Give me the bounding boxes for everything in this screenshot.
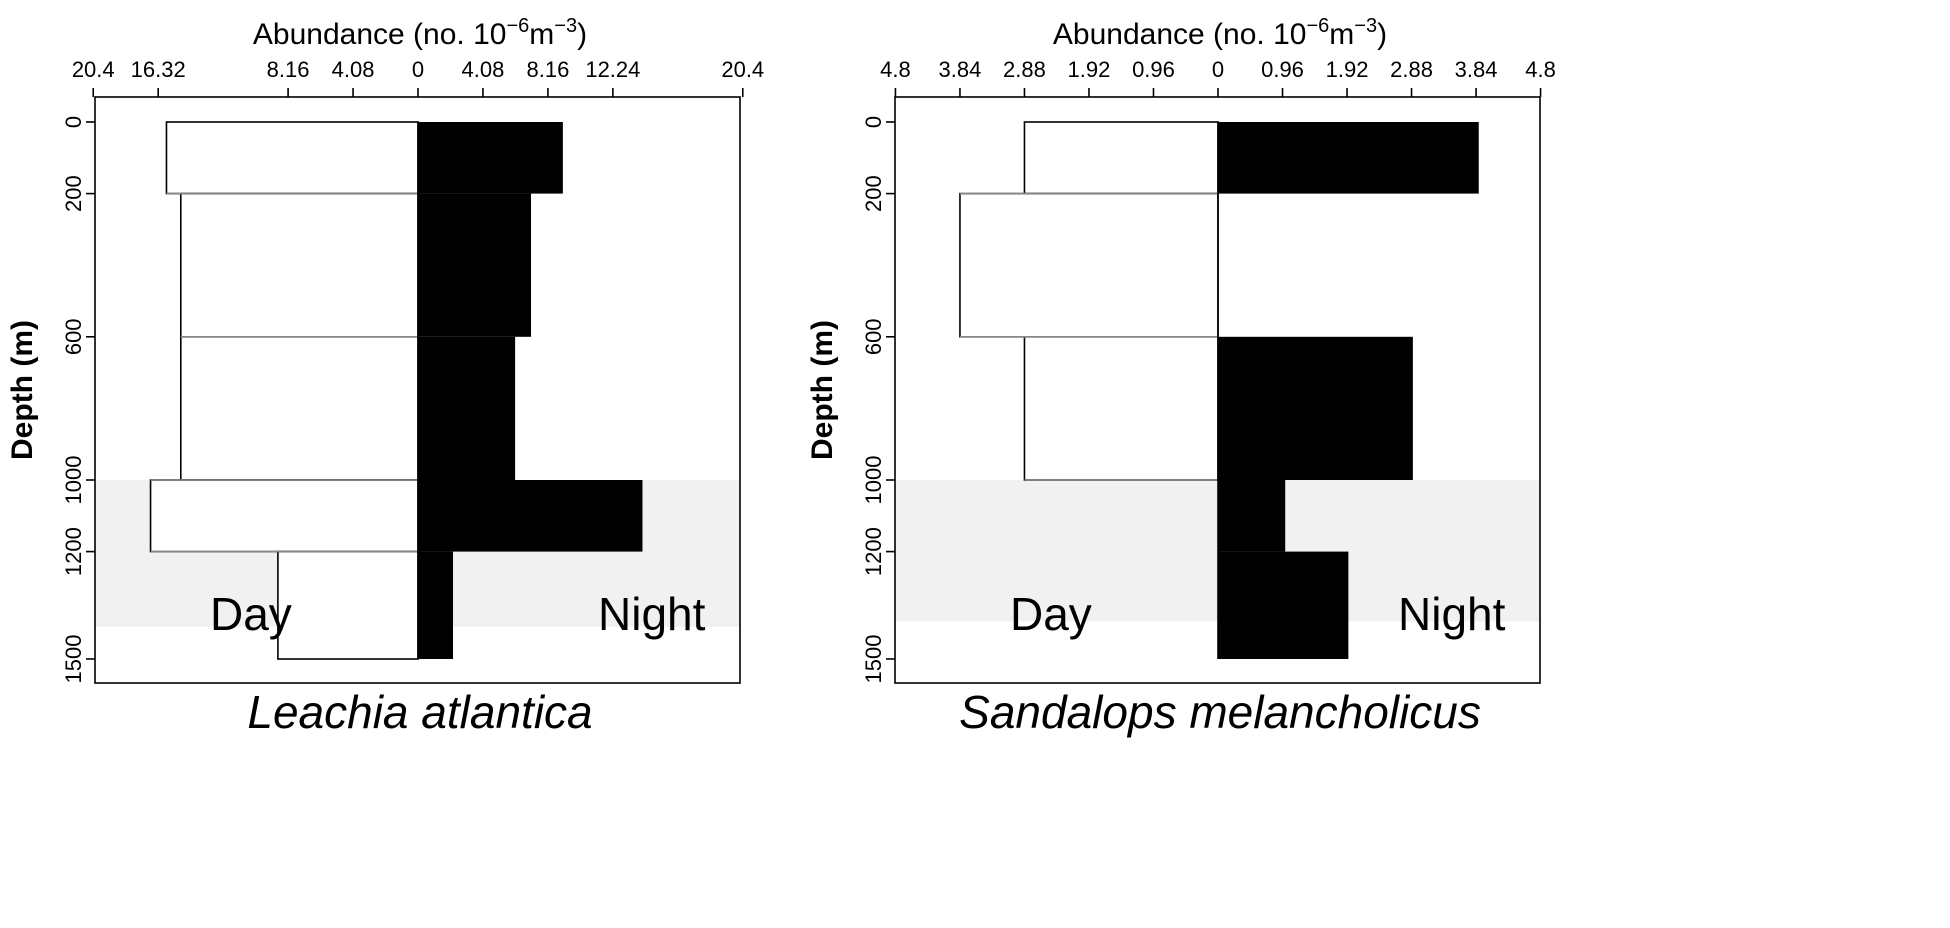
day-label: Day [210, 588, 292, 640]
x-tick-label: 0.96 [1261, 57, 1304, 82]
night-bar [418, 336, 516, 480]
night-bar [418, 480, 643, 552]
x-axis-title: Abundance (no. 10−6m−3) [253, 15, 587, 51]
y-axis-title: Depth (m) [806, 320, 839, 460]
x-tick-label: 4.08 [462, 57, 505, 82]
night-label: Night [598, 588, 706, 640]
x-tick-label: 2.88 [1003, 57, 1046, 82]
y-tick-label: 0 [861, 116, 886, 128]
y-tick-label: 1000 [861, 456, 886, 505]
y-tick-label: 600 [861, 318, 886, 355]
x-tick-label: 1.92 [1326, 57, 1369, 82]
day-bar [959, 192, 1219, 338]
x-tick-label: 4.08 [332, 57, 375, 82]
x-tick-label: 8.16 [267, 57, 310, 82]
y-tick-label: 200 [61, 175, 86, 212]
x-tick-label: 0 [1212, 57, 1224, 82]
y-tick-label: 1200 [861, 527, 886, 576]
day-bar [149, 479, 419, 553]
y-tick-label: 1500 [861, 635, 886, 684]
night-label: Night [1398, 588, 1506, 640]
x-tick-label: 0.96 [1132, 57, 1175, 82]
x-tick-label: 4.8 [1525, 57, 1556, 82]
y-tick-label: 1000 [61, 456, 86, 505]
y-tick-label: 1500 [61, 635, 86, 684]
day-bar [277, 550, 419, 660]
x-tick-label: 4.8 [880, 57, 911, 82]
y-tick-label: 0 [61, 116, 86, 128]
y-tick-label: 1200 [61, 527, 86, 576]
y-axis-title: Depth (m) [6, 320, 39, 460]
species-title: Sandalops melancholicus [959, 686, 1481, 738]
x-tick-label: 12.24 [585, 57, 640, 82]
x-tick-label: 20.4 [721, 57, 764, 82]
x-tick-label: 16.32 [131, 57, 186, 82]
chart-panel-2: 4.8 3.84 2.88 1.92 0.96 0 0.96 1.92 2.88 3.84 4.8 A… [806, 15, 1556, 738]
night-bar [1218, 551, 1349, 659]
day-bar [165, 121, 419, 195]
day-bar [1023, 121, 1219, 195]
x-tick-label: 3.84 [1455, 57, 1498, 82]
day-bar [179, 192, 419, 338]
x-tick-label: 3.84 [939, 57, 982, 82]
x-axis-title: Abundance (no. 10−6m−3) [1053, 15, 1387, 51]
day-label: Day [1010, 588, 1092, 640]
x-tick-label: 8.16 [526, 57, 569, 82]
night-bar [1218, 336, 1413, 480]
night-bar [418, 193, 532, 337]
y-tick-label: 200 [861, 175, 886, 212]
day-bar [1023, 335, 1219, 481]
night-bar [1218, 480, 1286, 552]
x-tick-label: 0 [412, 57, 424, 82]
species-title: Leachia atlantica [247, 686, 592, 738]
night-bar [418, 551, 454, 659]
day-bar [179, 335, 419, 481]
night-bar [418, 122, 563, 194]
x-tick-label: 1.92 [1068, 57, 1111, 82]
x-tick-label: 20.4 [72, 57, 115, 82]
x-tick-label: 2.88 [1390, 57, 1433, 82]
y-tick-label: 600 [61, 318, 86, 355]
night-bar [1218, 122, 1479, 194]
chart-panel-1: 20.4 16.32 8.16 4.08 0 4.08 8.16 12.24 20.4 Abund… [6, 15, 764, 738]
